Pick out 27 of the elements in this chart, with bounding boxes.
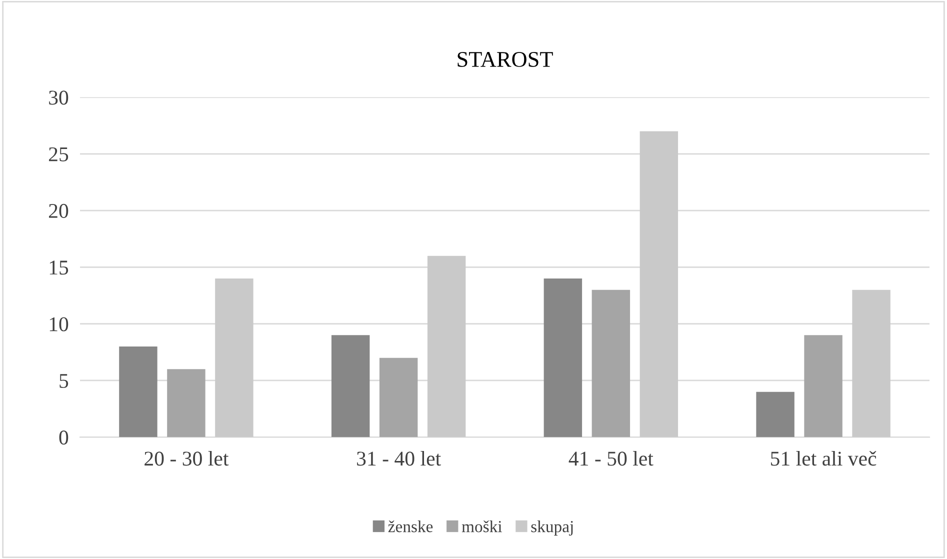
y-tick-label: 20 <box>48 204 68 218</box>
legend-label: moški <box>462 520 502 532</box>
legend-label: ženske <box>388 520 433 532</box>
bar <box>167 369 206 438</box>
x-tick-label: 31 - 40 let <box>357 451 441 466</box>
legend-label: skupaj <box>531 520 573 536</box>
y-tick-label: 0 <box>59 430 68 445</box>
bar <box>427 256 466 438</box>
y-tick-label: 30 <box>49 90 68 105</box>
bar <box>756 392 794 438</box>
bar <box>331 335 370 438</box>
x-tick-label: 20 - 30 let <box>144 451 229 466</box>
x-tick-label: 51 let ali več <box>771 450 876 466</box>
chart-title: STAROST <box>458 52 553 67</box>
x-tick-label: 41 - 50 let <box>568 451 654 466</box>
bar <box>852 290 890 438</box>
bar <box>804 335 842 438</box>
bar <box>544 278 582 438</box>
y-tick-label: 5 <box>60 374 68 388</box>
bar <box>379 358 418 438</box>
bar <box>119 346 158 438</box>
bar <box>592 290 630 438</box>
y-tick-label: 10 <box>50 317 68 332</box>
bar <box>215 278 254 438</box>
y-tick-label: 25 <box>48 147 68 162</box>
bar <box>640 131 678 438</box>
y-tick-label: 15 <box>50 260 68 275</box>
